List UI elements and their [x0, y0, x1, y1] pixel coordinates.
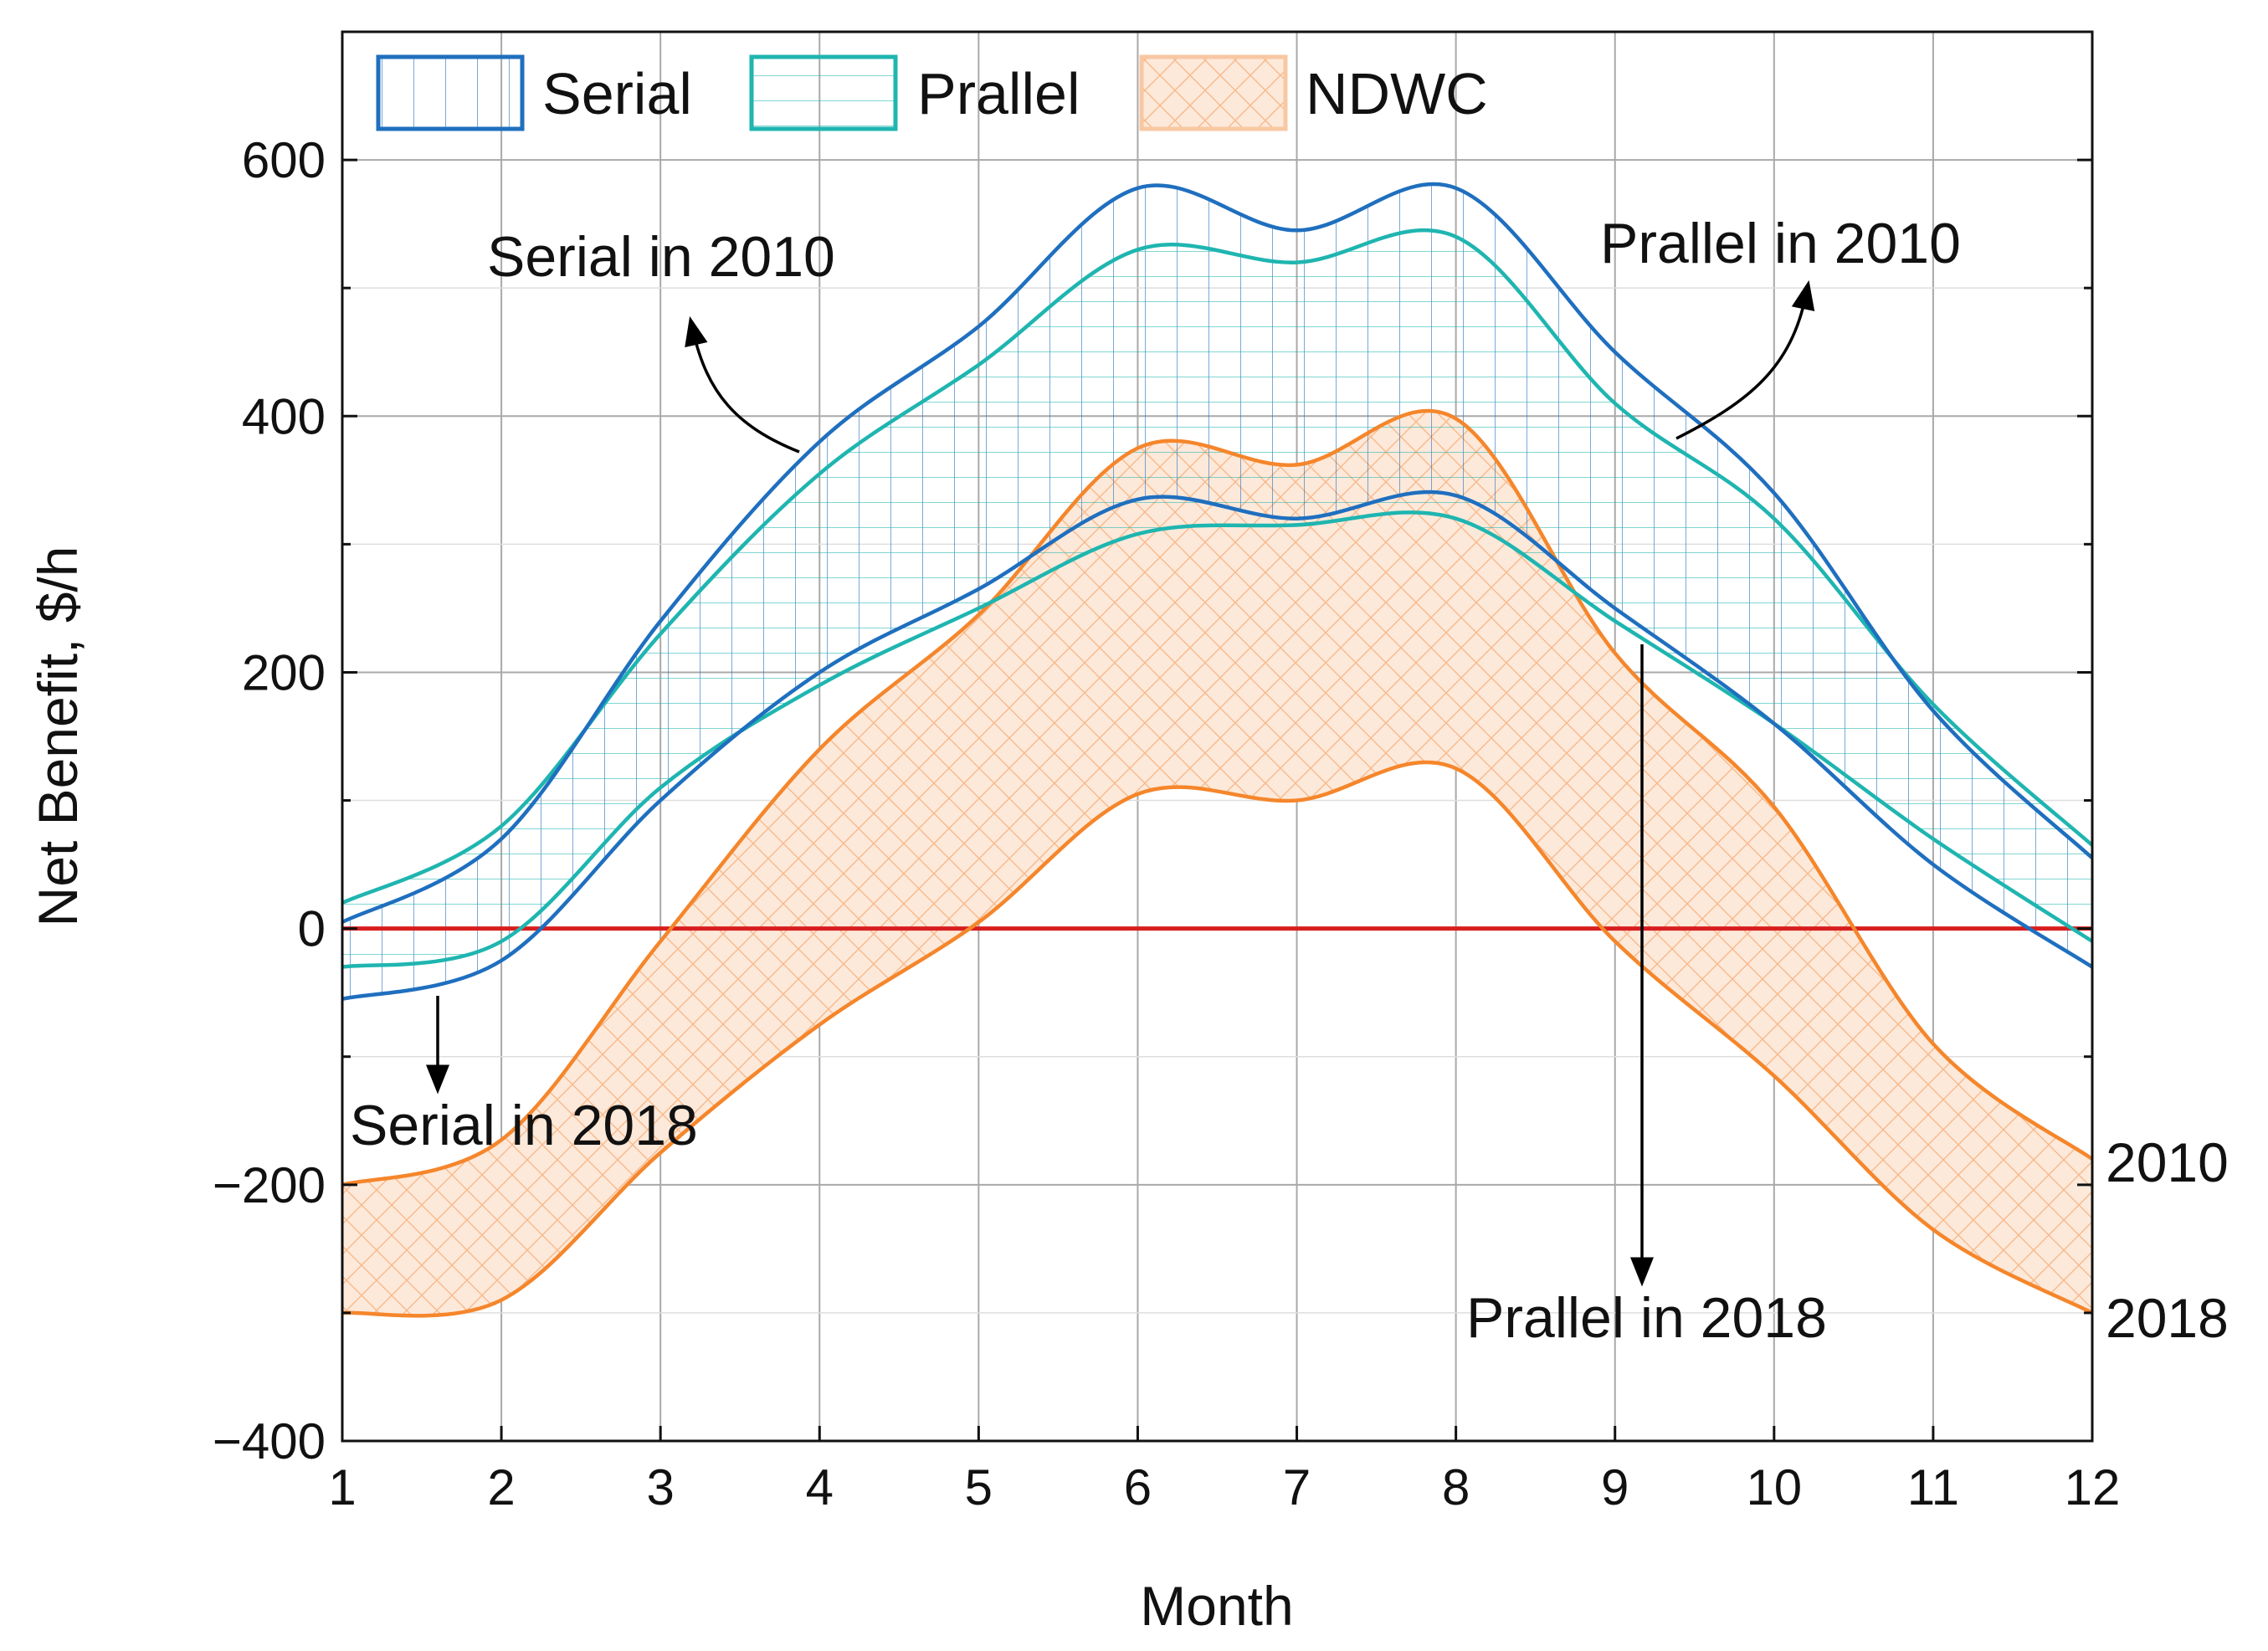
serial-2018-line	[342, 490, 2092, 1001]
x-tick-label: 7	[1283, 1459, 1311, 1515]
y-tick-label: 200	[242, 644, 326, 700]
plot-frame	[341, 30, 2094, 1443]
legend-swatch-prallel	[749, 54, 898, 131]
parallel-band	[342, 230, 2092, 967]
prallel-2010-line	[342, 228, 2092, 905]
legend-item-prallel: Prallel	[749, 54, 1080, 131]
ndwc-band	[342, 410, 2092, 1316]
annotation-prallel-2018: Prallel in 2018	[1466, 644, 1827, 1350]
y-axis-ticks: −400 −200 0 200 400 600	[213, 30, 2092, 1469]
annotation-serial-2018-text: Serial in 2018	[350, 1094, 698, 1157]
serial-2010-line	[342, 182, 2092, 924]
legend-label-ndwc: NDWC	[1306, 61, 1488, 126]
prallel-2018-line	[342, 510, 2092, 969]
x-axis-ticks: 1 2 3 4 5 6 7 8 9 10 11 12	[328, 1426, 2120, 1515]
y-axis-title: Net Benefit, $/h	[27, 546, 89, 927]
legend-label-serial: Serial	[542, 61, 692, 126]
ndwc-2010-line	[342, 408, 2092, 1187]
ndwc-2018-line	[342, 760, 2092, 1318]
x-tick-label: 6	[1124, 1459, 1152, 1515]
x-tick-label: 4	[806, 1459, 834, 1515]
legend-label-prallel: Prallel	[917, 61, 1080, 126]
y-tick-label: −400	[213, 1413, 326, 1469]
y-tick-label: −200	[213, 1157, 326, 1213]
x-tick-label: 12	[2065, 1459, 2121, 1515]
x-tick-label: 10	[1746, 1459, 1802, 1515]
x-tick-label: 3	[646, 1459, 674, 1515]
annotation-serial-2010: Serial in 2010	[487, 225, 835, 454]
legend: Serial Prallel NDWC	[376, 54, 1488, 131]
legend-swatch-serial	[376, 54, 525, 131]
x-tick-label: 8	[1442, 1459, 1470, 1515]
x-axis-title: Month	[1140, 1575, 1293, 1637]
x-tick-label: 2	[487, 1459, 515, 1515]
annotation-prallel-2010-arrow	[1675, 279, 1815, 440]
end-label-2018: 2018	[2106, 1287, 2229, 1349]
x-tick-label: 9	[1601, 1459, 1629, 1515]
annotation-prallel-2010-text: Prallel in 2010	[1600, 212, 1961, 275]
annotation-serial-2010-arrow	[685, 315, 800, 454]
annotation-serial-2018: Serial in 2018	[350, 996, 698, 1157]
y-tick-label: 400	[242, 388, 326, 444]
annotation-serial-2010-text: Serial in 2010	[487, 225, 835, 289]
annotation-prallel-2018-text: Prallel in 2018	[1466, 1286, 1827, 1350]
y-tick-label: 600	[242, 132, 326, 188]
x-tick-label: 11	[1907, 1459, 1959, 1515]
x-tick-label: 1	[328, 1459, 356, 1515]
legend-item-ndwc: NDWC	[1139, 54, 1488, 131]
y-tick-label: 0	[298, 901, 326, 957]
legend-item-serial: Serial	[376, 54, 692, 131]
x-tick-label: 5	[965, 1459, 993, 1515]
annotation-prallel-2010: Prallel in 2010	[1600, 212, 1961, 440]
legend-swatch-ndwc	[1139, 54, 1288, 131]
end-label-2010: 2010	[2106, 1131, 2229, 1193]
